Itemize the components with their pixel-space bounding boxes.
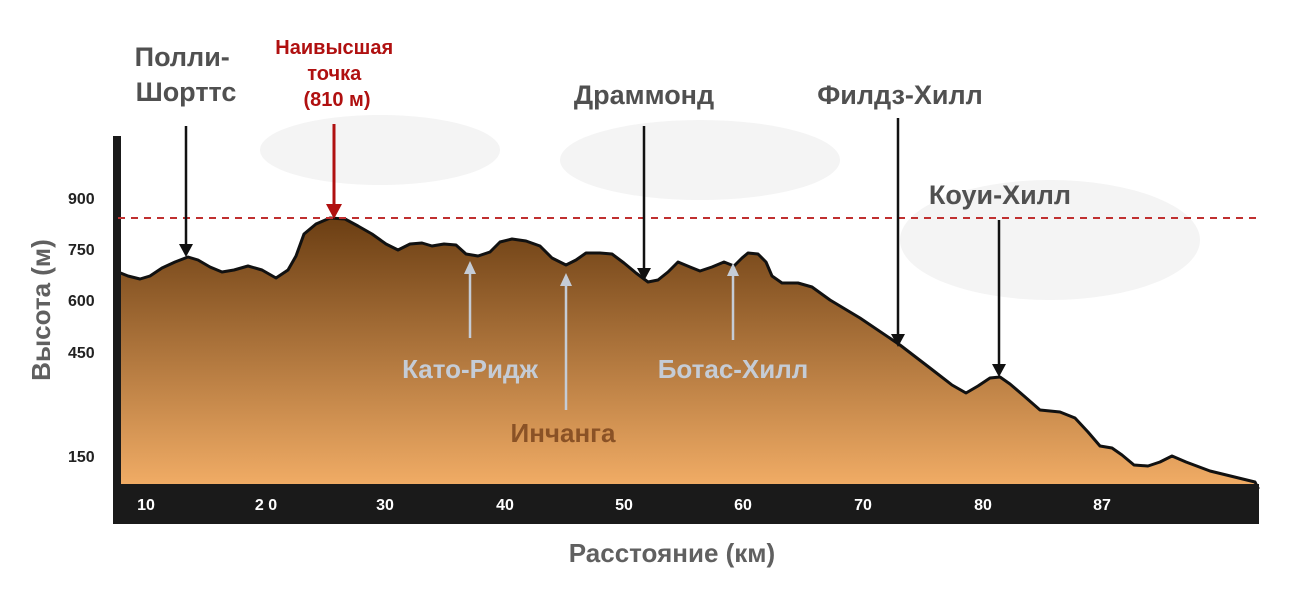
y-tick-600: 600: [68, 293, 95, 310]
down-arrows: [179, 118, 1006, 377]
x-tick-80: 80: [974, 497, 992, 514]
y-tick-150: 150: [68, 449, 95, 466]
label-kato-ridge: Като-Ридж: [402, 354, 538, 384]
label-highest-point: Наивысшая точка (810 м): [275, 37, 398, 111]
y-tick-450: 450: [68, 345, 95, 362]
x-axis-title: Расстояние (км): [569, 538, 775, 568]
x-tick-50: 50: [615, 497, 633, 514]
label-inchanga: Инчанга: [511, 418, 616, 448]
y-axis-title: Высота (м): [26, 239, 56, 381]
terrain-profile: [116, 216, 1260, 490]
x-tick-70: 70: [854, 497, 872, 514]
up-arrows: [464, 261, 739, 410]
x-ticks: 10 2 0 30 40 50 60 70 80 87: [137, 497, 1111, 514]
label-drummond: Драммонд: [574, 80, 714, 110]
background-hills: [260, 115, 1200, 300]
x-tick-40: 40: [496, 497, 514, 514]
label-cowie-hill: Коуи-Хилл: [929, 180, 1071, 210]
label-bothas-hill: Ботас-Хилл: [658, 354, 809, 384]
y-axis-bar: [113, 136, 121, 490]
x-tick-60: 60: [734, 497, 752, 514]
x-tick-10: 10: [137, 497, 155, 514]
x-tick-20: 2 0: [255, 497, 277, 514]
y-ticks: 900 750 600 450 150: [68, 191, 95, 466]
x-tick-30: 30: [376, 497, 394, 514]
x-tick-87: 87: [1093, 497, 1111, 514]
label-fields-hill: Филдз-Хилл: [817, 80, 983, 110]
label-polli-shortts: Полли- Шорттс: [135, 42, 238, 107]
y-tick-750: 750: [68, 242, 95, 259]
highest-point-arrow: [326, 124, 342, 219]
y-tick-900: 900: [68, 191, 95, 208]
x-axis-band: [113, 484, 1259, 524]
